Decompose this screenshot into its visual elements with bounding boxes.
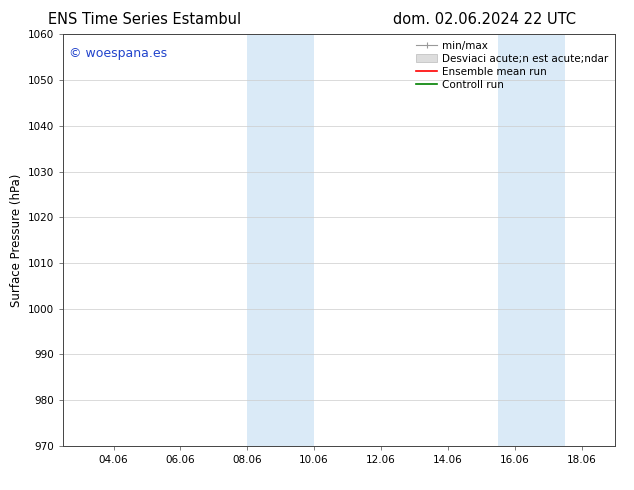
Text: dom. 02.06.2024 22 UTC: dom. 02.06.2024 22 UTC (393, 12, 576, 27)
Bar (247, 34, 314, 446)
Bar (498, 34, 565, 446)
Text: ENS Time Series Estambul: ENS Time Series Estambul (48, 12, 241, 27)
Legend: min/max, Desviaci acute;n est acute;ndar, Ensemble mean run, Controll run: min/max, Desviaci acute;n est acute;ndar… (412, 36, 613, 94)
Text: © woespana.es: © woespana.es (69, 47, 167, 60)
Y-axis label: Surface Pressure (hPa): Surface Pressure (hPa) (10, 173, 23, 307)
